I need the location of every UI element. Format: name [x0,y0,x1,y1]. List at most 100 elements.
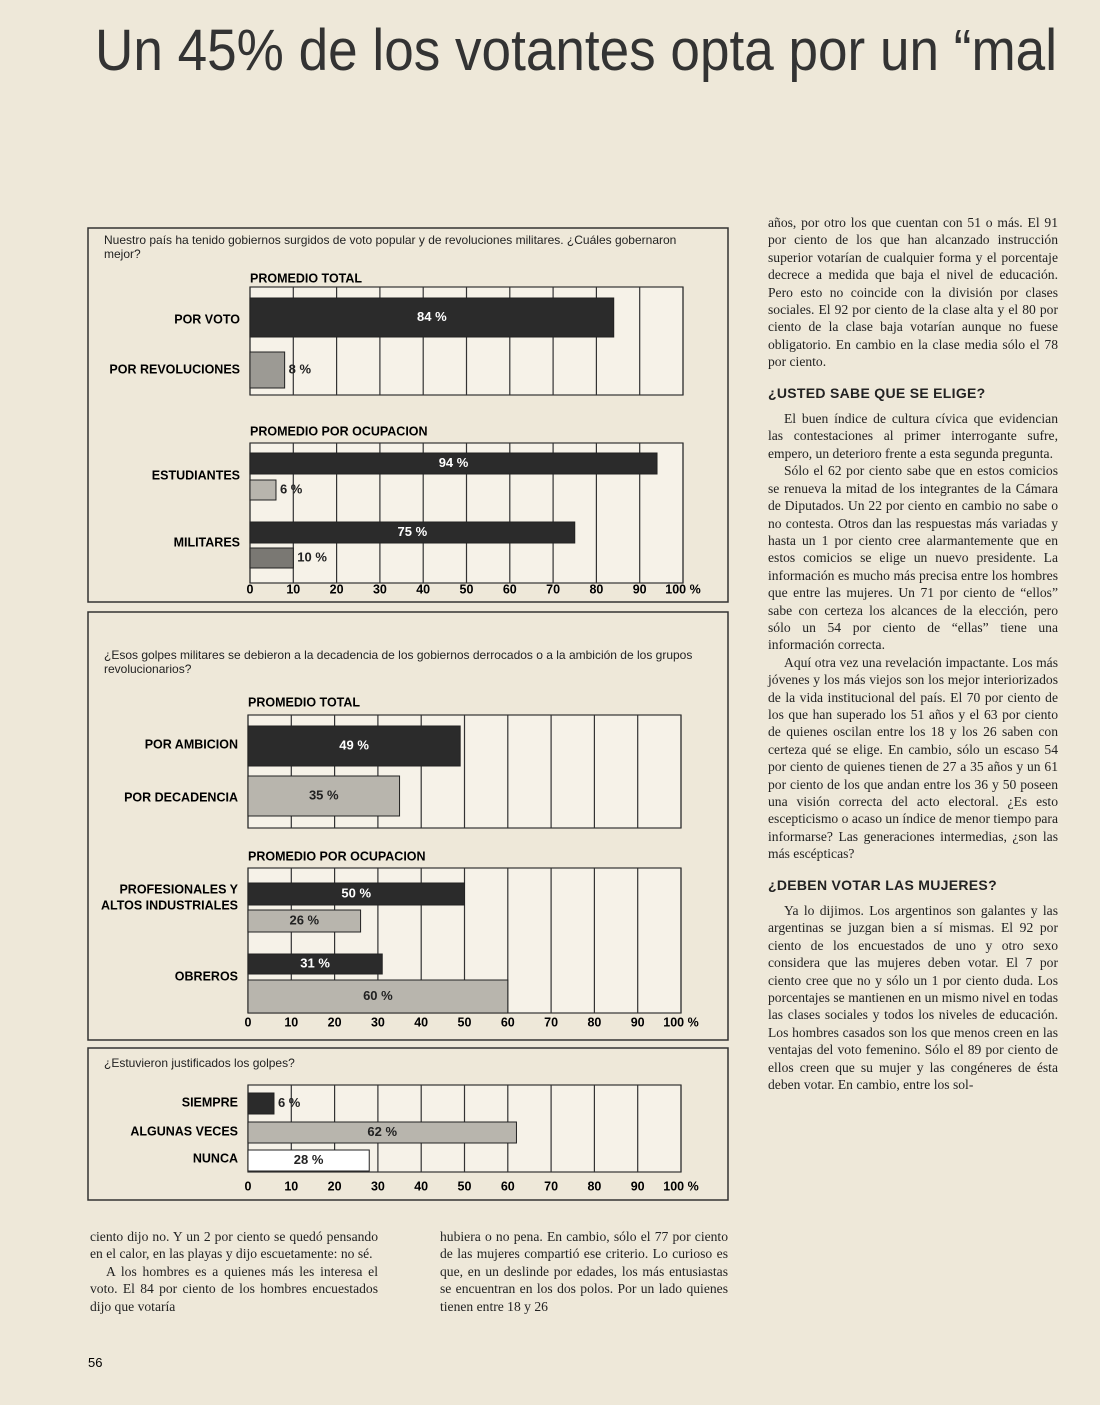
question: Nuestro país ha tenido gobiernos surgido… [104,233,677,261]
group-heading: PROMEDIO POR OCUPACION [250,424,428,438]
x-tick-label: 30 [371,1015,385,1029]
value-label: 6 % [280,481,303,496]
right-column: años, por otro los que cuentan con 51 o … [768,214,1058,1094]
section-heading: ¿DEBEN VOTAR LAS MUJERES? [768,876,997,893]
row-label: POR AMBICION [145,737,238,751]
row-label: POR REVOLUCIONES [109,362,240,376]
x-tick-label: 0 [245,1179,252,1193]
group-heading: PROMEDIO TOTAL [248,695,360,709]
question: ¿Estuvieron justificados los golpes? [104,1056,295,1070]
x-tick-label: 60 [501,1179,515,1193]
group-heading: PROMEDIO TOTAL [250,271,362,285]
row-label: SIEMPRE [182,1095,238,1109]
value-label: 35 % [309,787,339,802]
bar [249,547,294,569]
value-label: 50 % [341,885,371,900]
x-tick-label: 70 [544,1179,558,1193]
x-tick-label: 70 [546,582,560,596]
bar [247,725,461,767]
row-label: ALGUNAS VECES [130,1124,238,1138]
x-tick-label: 80 [587,1179,601,1193]
bottom-middle-column: hubiera o no pena. En cambio, sólo el 77… [440,1228,728,1315]
x-tick-label: 80 [587,1015,601,1029]
x-tick-label: 60 [501,1015,515,1029]
x-tick-label: 30 [371,1179,385,1193]
x-tick-label: 40 [414,1015,428,1029]
value-label: 84 % [417,309,447,324]
x-tick-label: 100 % [663,1179,698,1193]
x-tick-label: 50 [458,1015,472,1029]
bar [249,297,615,338]
bar [247,775,401,817]
x-tick-label: 100 % [663,1015,698,1029]
bottom-left-column: ciento dijo no. Y un 2 por ciento se que… [90,1228,378,1315]
x-tick-label: 90 [633,582,647,596]
row-label: POR VOTO [174,312,240,326]
bar [249,452,658,475]
paragraph: hubiera o no pena. En cambio, sólo el 77… [440,1229,728,1314]
paragraph: Ya lo dijimos. Los argentinos son galant… [768,903,1058,1093]
chart-frame [87,1047,729,1201]
headline: Un 45% de los votantes opta por un “mal [95,18,1057,83]
paragraph: ciento dijo no. Y un 2 por ciento se que… [90,1229,378,1262]
bar [247,882,465,906]
value-label: 8 % [289,361,312,376]
question: ¿Esos golpes militares se debieron a la … [104,648,693,676]
paragraph: Sólo el 62 por ciento sabe que en estos … [768,463,1058,653]
x-tick-label: 10 [284,1015,298,1029]
value-label: 60 % [363,988,393,1003]
x-tick-label: 40 [414,1179,428,1193]
bar [247,909,362,933]
row-label: OBREROS [175,969,238,983]
x-tick-label: 0 [245,1015,252,1029]
x-tick-label: 0 [247,582,254,596]
x-tick-label: 100 % [665,582,700,596]
chart-frame [87,611,729,1041]
value-label: 75 % [398,524,428,539]
value-label: 94 % [439,455,469,470]
value-label: 10 % [297,549,327,564]
bar [249,521,576,544]
value-label: 31 % [300,955,330,970]
paragraph: Aquí otra vez una revelación impactante.… [768,654,1058,862]
x-tick-label: 10 [284,1179,298,1193]
bar [247,1121,517,1144]
paragraph: años, por otro los que cuentan con 51 o … [768,215,1058,370]
group-heading: PROMEDIO POR OCUPACION [248,849,426,863]
value-label: 28 % [294,1152,324,1167]
x-tick-label: 90 [631,1015,645,1029]
value-label: 62 % [367,1124,397,1139]
x-tick-label: 50 [460,582,474,596]
paragraph: A los hombres es a quienes más les inter… [90,1263,378,1314]
value-label: 49 % [339,737,369,752]
bar [247,979,509,1014]
bar [249,479,277,501]
x-tick-label: 90 [631,1179,645,1193]
bar [247,1092,275,1115]
bar [247,1149,370,1172]
x-tick-label: 20 [328,1015,342,1029]
x-tick-label: 30 [373,582,387,596]
x-tick-label: 40 [416,582,430,596]
value-label: 26 % [289,912,319,927]
bar [249,351,286,389]
x-tick-label: 50 [458,1179,472,1193]
row-label: POR DECADENCIA [124,790,238,804]
paragraph: El buen índice de cultura cívica que evi… [768,411,1058,461]
x-tick-label: 20 [330,582,344,596]
row-label: PROFESIONALES Y [119,882,238,896]
chart-frame [87,227,729,603]
x-tick-label: 10 [286,582,300,596]
x-tick-label: 60 [503,582,517,596]
section-heading: ¿USTED SABE QUE SE ELIGE? [768,384,986,401]
bar [247,953,383,975]
page-number: 56 [88,1355,102,1370]
row-label: NUNCA [193,1151,238,1165]
row-label: MILITARES [174,535,240,549]
row-label: ALTOS INDUSTRIALES [101,898,238,912]
row-label: ESTUDIANTES [152,468,240,482]
x-tick-label: 80 [589,582,603,596]
value-label: 6 % [278,1095,301,1110]
